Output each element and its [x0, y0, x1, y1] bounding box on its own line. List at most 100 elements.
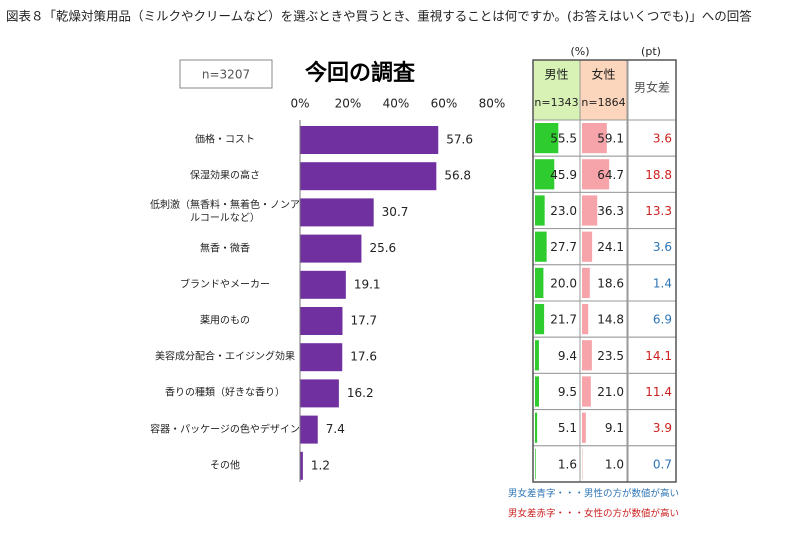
chart-title: 図表８「乾燥対策用品（ミルクやクリームなど）を選ぶときや買うとき、重視することは… [6, 9, 752, 24]
table-value: 14.8 [597, 313, 624, 327]
column-header: 男性 [544, 68, 568, 82]
value-label: 17.7 [350, 314, 377, 328]
table-cell [627, 372, 677, 411]
value-label: 19.1 [354, 277, 381, 291]
table-value: 59.1 [597, 132, 624, 146]
table-value: 9.5 [558, 385, 577, 399]
table-value: 18.6 [597, 276, 624, 290]
value-label: 1.2 [311, 458, 330, 472]
table-bar [582, 231, 593, 262]
table-cell [627, 155, 677, 193]
table-bar [582, 159, 610, 190]
unit-label: (%) [570, 45, 589, 58]
header-cell [579, 59, 628, 121]
diff-value: 3.6 [653, 132, 672, 146]
diff-value: 14.1 [645, 349, 672, 363]
table-bar [582, 267, 590, 298]
table-cell [627, 445, 677, 483]
table-bar [582, 123, 607, 154]
table-bar [582, 195, 598, 226]
value-label: 25.6 [369, 241, 396, 255]
x-tick-label: 0% [290, 97, 309, 111]
table-bar [582, 376, 591, 407]
table-value: 55.5 [550, 132, 577, 146]
bar [300, 307, 343, 335]
diff-value: 11.4 [645, 385, 672, 399]
bar [300, 379, 339, 408]
bar [300, 162, 437, 191]
table-value: 1.0 [605, 457, 624, 471]
table-bar [582, 412, 586, 443]
value-label: 30.7 [382, 205, 409, 219]
table-bar [535, 448, 536, 479]
category-label: その他 [210, 460, 240, 472]
table-value: 9.4 [558, 349, 577, 363]
table-value: 45.9 [550, 168, 577, 182]
table-bar [535, 376, 539, 407]
header-cell [627, 59, 677, 121]
table-cell [627, 119, 677, 157]
category-label: 価格・コスト [195, 134, 255, 146]
table-value: 36.3 [597, 204, 624, 218]
subtitle: 今回の調査 [305, 60, 416, 86]
table-cell [532, 372, 581, 411]
bar [300, 451, 303, 480]
table-value: 24.1 [597, 240, 624, 254]
diff-value: 18.8 [645, 168, 672, 182]
table-value: 27.7 [550, 240, 577, 254]
table-value: 20.0 [550, 276, 577, 290]
diff-value: 0.7 [653, 457, 672, 471]
bar [300, 343, 343, 372]
x-tick-label: 20% [335, 97, 362, 111]
x-tick-label: 80% [479, 97, 506, 111]
x-tick-label: 60% [431, 97, 458, 111]
table-value: 64.7 [597, 168, 624, 182]
bar [300, 270, 346, 299]
diff-value: 6.9 [653, 313, 672, 327]
table-bar [535, 340, 539, 371]
table-value: 23.5 [597, 349, 624, 363]
table-bar [535, 195, 545, 226]
diff-value: 1.4 [653, 276, 672, 290]
bar [300, 198, 374, 227]
value-label: 17.6 [350, 350, 377, 364]
table-value: 21.7 [550, 313, 577, 327]
table-bar [535, 159, 555, 190]
column-n: n=1864 [581, 96, 625, 109]
column-header: 女性 [591, 67, 615, 82]
table-bar [535, 123, 559, 154]
table-value: 21.0 [597, 385, 624, 399]
value-label: 7.4 [326, 422, 345, 436]
note: 男女差赤字・・・女性の方が数値が高い [508, 508, 679, 520]
bar [300, 126, 439, 154]
table-bar [535, 412, 538, 443]
bar [300, 234, 362, 263]
value-label: 57.6 [446, 133, 473, 147]
category-label: 容器・パッケージの色やデザイン [150, 424, 300, 436]
category-label: 無香・微香 [200, 243, 250, 255]
table-bar [582, 340, 592, 371]
category-label: 薬用のもの [200, 315, 250, 327]
table-border [532, 59, 677, 483]
diff-value: 3.6 [653, 240, 672, 254]
table-value: 1.6 [558, 457, 577, 471]
table-value: 5.1 [558, 421, 577, 435]
sample-label: n=3207 [202, 68, 250, 82]
category-label: ブランドやメーカー [180, 279, 270, 291]
table-bar [535, 304, 545, 335]
table-cell [579, 409, 628, 447]
diff-value: 13.3 [645, 204, 672, 218]
note: 男女差青字・・・男性の方が数値が高い [508, 488, 679, 500]
category-label: 保湿効果の高さ [190, 170, 260, 182]
sample-box [179, 59, 273, 89]
bar [300, 415, 318, 444]
category-label: 香りの種類（好きな香り） [165, 387, 285, 399]
table-cell [627, 228, 677, 266]
table-cell [532, 409, 581, 447]
table-bar [582, 304, 589, 335]
value-label: 56.8 [444, 169, 471, 183]
x-tick-label: 40% [383, 97, 410, 111]
column-header: 男女差 [634, 80, 670, 95]
